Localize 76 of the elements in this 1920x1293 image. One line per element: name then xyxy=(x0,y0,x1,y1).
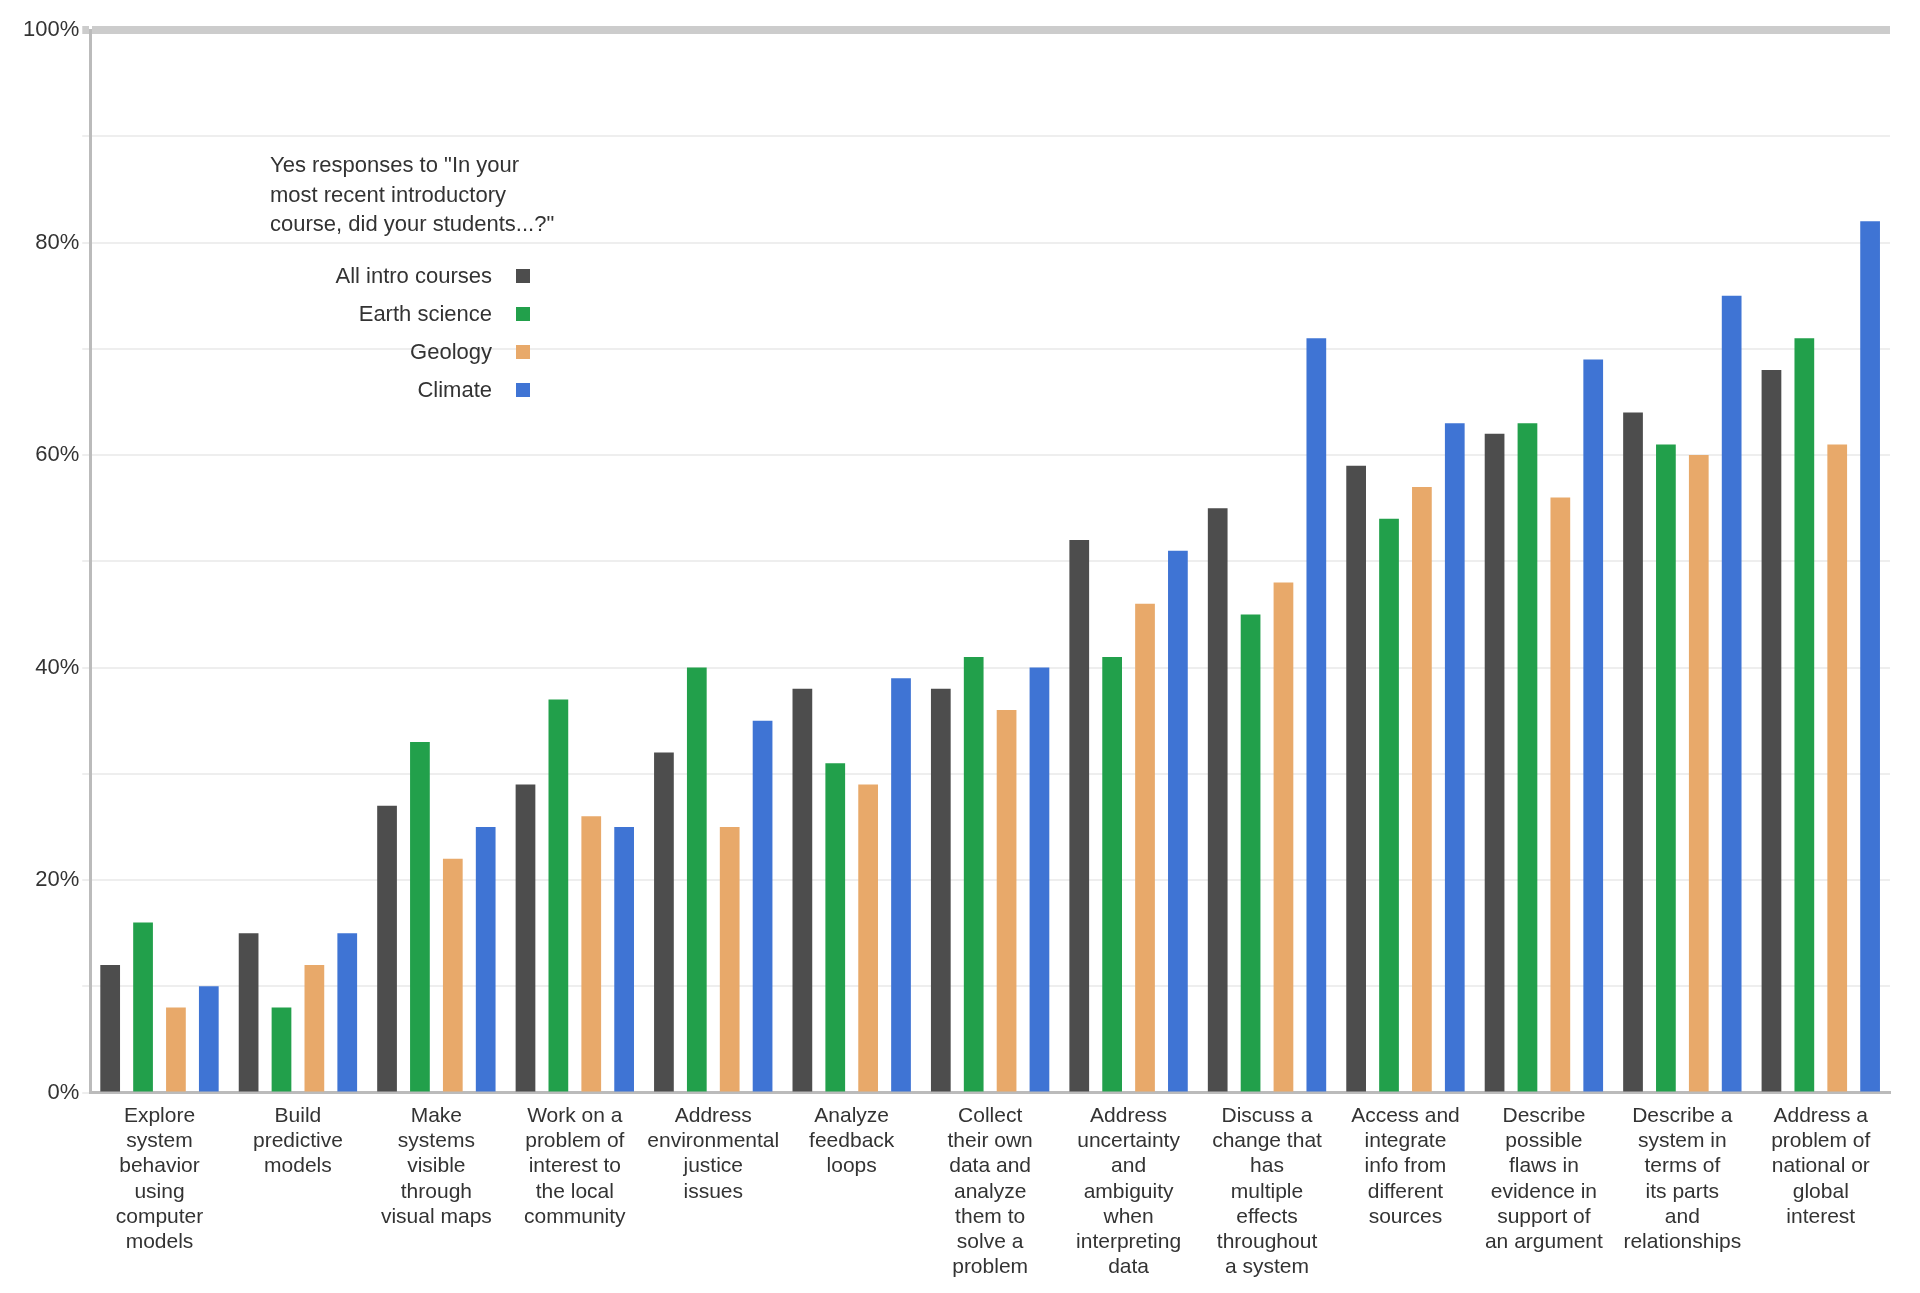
bar xyxy=(1550,497,1571,1092)
y-tick-label: 60% xyxy=(35,441,80,467)
bar xyxy=(996,710,1017,1092)
bar xyxy=(238,933,259,1092)
x-tick-label: Describe a system in terms of its parts and relationships xyxy=(1623,1103,1742,1252)
bar xyxy=(1860,221,1880,1092)
y-tick-label: 100% xyxy=(22,16,80,42)
bar xyxy=(1517,423,1538,1092)
bar xyxy=(1656,444,1676,1092)
bar xyxy=(442,858,463,1092)
bar xyxy=(1102,656,1122,1092)
x-tick-label: Describe possible flaws in evidence in support of an argument xyxy=(1484,1103,1604,1252)
x-tick-label: Discuss a change that has multiple effects throughout a system xyxy=(1212,1103,1323,1278)
bar xyxy=(1623,412,1643,1092)
x-tick-label: Work on a problem of interest to the local community xyxy=(524,1103,627,1227)
bar xyxy=(1207,508,1228,1092)
x-tick-label: Make systems visible through visual maps xyxy=(380,1103,492,1227)
bar xyxy=(1794,338,1815,1092)
bar xyxy=(1688,455,1709,1092)
legend-label: All intro courses xyxy=(335,263,492,290)
bar xyxy=(654,752,674,1092)
bar xyxy=(1168,550,1188,1092)
bar xyxy=(1135,603,1155,1092)
x-tick-label: Address environmental justice issues xyxy=(647,1103,780,1202)
bar xyxy=(304,965,325,1092)
bar xyxy=(100,965,121,1092)
x-tick-label: Explore system behavior using computer models xyxy=(115,1103,204,1252)
bar xyxy=(198,986,219,1092)
bar xyxy=(792,688,813,1092)
bar xyxy=(1379,518,1399,1092)
bar xyxy=(930,688,951,1092)
bar xyxy=(475,826,496,1092)
bar xyxy=(891,678,911,1092)
bar xyxy=(1346,465,1366,1092)
y-tick-label: 80% xyxy=(35,228,80,254)
bar xyxy=(377,805,397,1092)
bar xyxy=(133,922,153,1092)
bar xyxy=(1721,295,1742,1092)
x-tick-label: Build predictive models xyxy=(252,1103,343,1177)
bar xyxy=(1583,359,1604,1092)
bar xyxy=(515,784,536,1092)
bar xyxy=(1240,614,1261,1092)
x-tick-label: Analyze feedback loops xyxy=(809,1103,895,1177)
legend-label: Earth science xyxy=(358,301,492,328)
bar xyxy=(166,1007,186,1092)
bar xyxy=(1069,540,1090,1092)
y-tick-label: 20% xyxy=(35,866,80,892)
bar xyxy=(410,741,430,1092)
bar xyxy=(1484,433,1505,1092)
bar xyxy=(1412,486,1432,1092)
bar xyxy=(1761,370,1782,1092)
bar xyxy=(581,816,602,1092)
legend-title: Yes responses to "In your most recent introductory course, did your students...?" xyxy=(270,151,556,239)
x-tick-label: Address a problem of national or global interest xyxy=(1771,1103,1871,1227)
legend-label: Climate xyxy=(417,377,492,404)
bar xyxy=(719,826,740,1092)
x-tick-label: Collect their own data and analyze them to solve a problem xyxy=(947,1103,1033,1278)
bar xyxy=(1827,444,1848,1092)
bar xyxy=(963,656,984,1092)
bar xyxy=(1444,423,1465,1092)
bar xyxy=(337,933,358,1092)
bar xyxy=(686,667,707,1092)
y-tick-label: 0% xyxy=(47,1078,80,1104)
bar xyxy=(825,763,846,1092)
bar xyxy=(858,784,878,1092)
bar xyxy=(1029,667,1050,1092)
bar xyxy=(752,720,773,1092)
bar xyxy=(271,1007,292,1092)
y-tick-label: 40% xyxy=(35,653,80,679)
legend-label: Geology xyxy=(410,339,492,366)
x-tick-label: Address uncertainty and ambiguity when interpreting data xyxy=(1076,1103,1182,1278)
bar xyxy=(1273,582,1294,1092)
bar xyxy=(1306,338,1327,1092)
bar xyxy=(614,826,634,1092)
bar xyxy=(548,699,569,1092)
x-tick-label: Access and integrate info from different sources xyxy=(1351,1103,1460,1227)
